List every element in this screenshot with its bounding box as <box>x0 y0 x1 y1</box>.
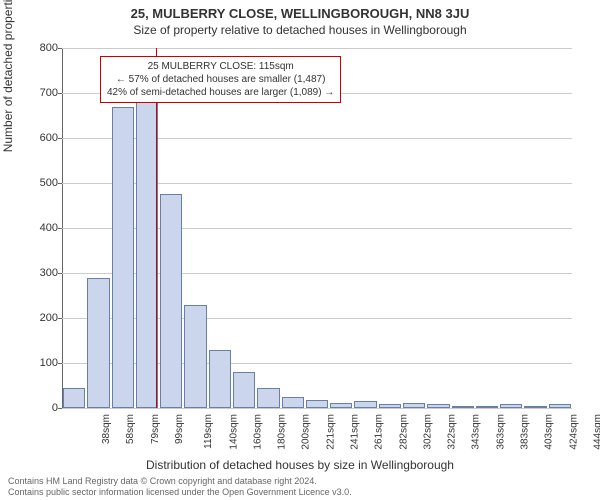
y-tick-mark <box>58 183 62 184</box>
x-tick-label: 38sqm <box>101 414 112 444</box>
y-tick-mark <box>58 228 62 229</box>
x-tick-label: 221sqm <box>325 414 336 450</box>
x-tick-label: 444sqm <box>592 414 600 450</box>
histogram-bar <box>63 388 85 408</box>
y-tick-label: 0 <box>24 402 58 414</box>
y-tick-label: 700 <box>24 87 58 99</box>
x-tick-label: 140sqm <box>228 414 239 450</box>
annotation-line1: 25 MULBERRY CLOSE: 115sqm <box>107 60 334 73</box>
histogram-bar <box>379 404 401 409</box>
x-axis-label: Distribution of detached houses by size … <box>0 458 600 472</box>
y-tick-label: 800 <box>24 42 58 54</box>
histogram-bar <box>500 404 522 409</box>
chart-container: 25, MULBERRY CLOSE, WELLINGBOROUGH, NN8 … <box>0 0 600 500</box>
histogram-bar <box>257 388 279 408</box>
x-tick-label: 180sqm <box>277 414 288 450</box>
histogram-bar <box>306 400 328 408</box>
x-tick-label: 99sqm <box>174 414 185 444</box>
x-tick-label: 241sqm <box>350 414 361 450</box>
chart-title: 25, MULBERRY CLOSE, WELLINGBOROUGH, NN8 … <box>0 0 600 21</box>
x-tick-label: 160sqm <box>252 414 263 450</box>
x-tick-label: 424sqm <box>568 414 579 450</box>
chart-subtitle: Size of property relative to detached ho… <box>0 21 600 37</box>
grid-line <box>62 408 572 409</box>
footer: Contains HM Land Registry data © Crown c… <box>8 476 592 498</box>
histogram-bar <box>524 406 546 408</box>
x-tick-label: 58sqm <box>125 414 136 444</box>
x-tick-label: 322sqm <box>447 414 458 450</box>
y-tick-mark <box>58 93 62 94</box>
x-tick-label: 302sqm <box>422 414 433 450</box>
histogram-bar <box>87 278 109 409</box>
y-tick-label: 400 <box>24 222 58 234</box>
y-tick-label: 300 <box>24 267 58 279</box>
y-tick-mark <box>58 273 62 274</box>
histogram-bar <box>160 194 182 408</box>
histogram-bar <box>136 102 158 408</box>
y-tick-mark <box>58 363 62 364</box>
y-tick-mark <box>58 408 62 409</box>
annotation-line3: 42% of semi-detached houses are larger (… <box>107 86 334 99</box>
histogram-bar <box>549 404 571 408</box>
annotation-box: 25 MULBERRY CLOSE: 115sqm ← 57% of detac… <box>100 56 341 103</box>
histogram-bar <box>427 404 449 408</box>
histogram-bar <box>209 350 231 409</box>
y-tick-mark <box>58 48 62 49</box>
y-axis-label: Number of detached properties <box>1 0 15 152</box>
y-tick-mark <box>58 138 62 139</box>
y-tick-mark <box>58 318 62 319</box>
footer-line1: Contains HM Land Registry data © Crown c… <box>8 476 592 487</box>
y-tick-label: 200 <box>24 312 58 324</box>
x-tick-label: 363sqm <box>495 414 506 450</box>
histogram-bar <box>282 397 304 408</box>
x-tick-label: 282sqm <box>398 414 409 450</box>
histogram-bar <box>112 107 134 409</box>
histogram-bar <box>403 403 425 408</box>
histogram-bar <box>233 372 255 408</box>
annotation-line2: ← 57% of detached houses are smaller (1,… <box>107 73 334 86</box>
x-tick-label: 261sqm <box>374 414 385 450</box>
x-tick-label: 119sqm <box>203 414 214 449</box>
histogram-bar <box>452 406 474 408</box>
y-tick-label: 100 <box>24 357 58 369</box>
histogram-bar <box>354 401 376 408</box>
x-tick-label: 79sqm <box>150 414 161 444</box>
y-tick-label: 600 <box>24 132 58 144</box>
histogram-bar <box>330 403 352 408</box>
histogram-bar <box>184 305 206 409</box>
x-tick-label: 383sqm <box>520 414 531 450</box>
x-tick-label: 403sqm <box>544 414 555 450</box>
histogram-bar <box>476 406 498 408</box>
x-tick-label: 200sqm <box>301 414 312 450</box>
y-tick-label: 500 <box>24 177 58 189</box>
footer-line2: Contains public sector information licen… <box>8 487 592 498</box>
x-tick-label: 343sqm <box>471 414 482 450</box>
